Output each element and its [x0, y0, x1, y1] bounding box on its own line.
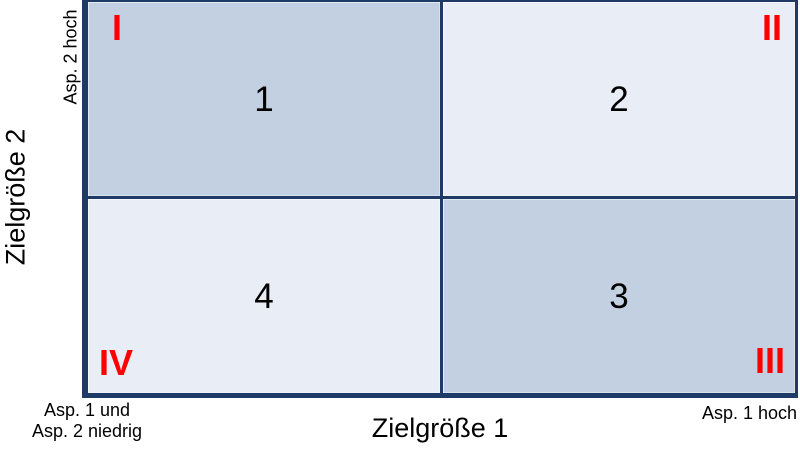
x-axis-title: Zielgröße 1 — [371, 413, 509, 443]
matrix-grid: I 1 II 2 IV 4 III 3 — [82, 0, 798, 398]
quadrant-2-number: 2 — [609, 79, 629, 119]
x-axis-high-label: Asp. 1 hoch — [701, 403, 797, 423]
quadrant-1-number: 1 — [254, 79, 274, 119]
y-axis-title: Zielgröße 2 — [0, 128, 31, 266]
quadrant-4-roman-numeral: IV — [99, 342, 134, 383]
quadrant-3: III 3 — [443, 199, 795, 393]
quadrant-2-roman-numeral: II — [761, 7, 782, 48]
quadrant-2: II 2 — [443, 2, 795, 196]
origin-low-label: Asp. 1 und Asp. 2 niedrig — [4, 400, 170, 442]
origin-low-label-line2: Asp. 2 niedrig — [31, 421, 143, 441]
quadrant-1: I 1 — [88, 2, 440, 196]
quadrant-4: IV 4 — [88, 199, 440, 393]
quadrant-1-roman-numeral: I — [112, 7, 123, 48]
quadrant-4-number: 4 — [254, 276, 274, 316]
quadrant-3-number: 3 — [609, 276, 629, 316]
origin-low-label-line1: Asp. 1 und — [43, 400, 131, 420]
y-axis-high-label: Asp. 2 hoch — [60, 9, 81, 105]
quadrant-3-roman-numeral: III — [754, 340, 785, 381]
